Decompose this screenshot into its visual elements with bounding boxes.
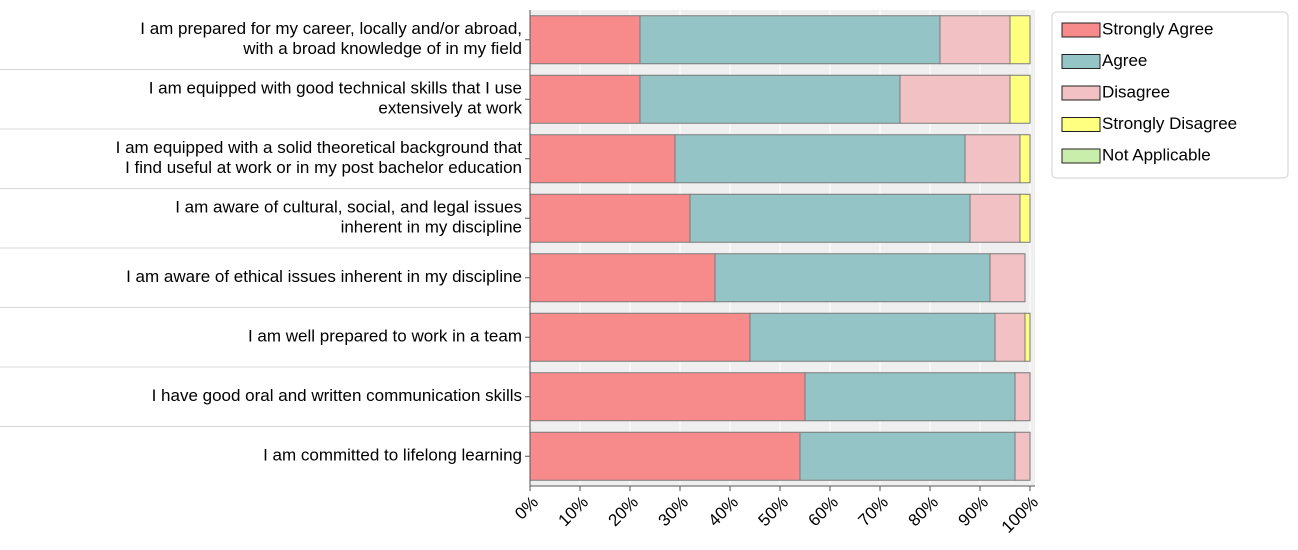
bar xyxy=(939,15,1011,65)
bar xyxy=(964,134,1021,184)
x-tick-label: 50% xyxy=(755,493,792,530)
bar xyxy=(1014,372,1031,422)
bar xyxy=(689,193,971,243)
y-tick-label: I have good oral and written communicati… xyxy=(152,386,522,405)
x-tick-label: 60% xyxy=(805,493,842,530)
bar xyxy=(1009,74,1031,124)
bar xyxy=(804,372,1016,422)
bar xyxy=(529,312,751,362)
bar xyxy=(639,74,901,124)
legend-swatch xyxy=(1061,54,1101,69)
y-tick-label: I am committed to lifelong learning xyxy=(263,446,522,465)
bar xyxy=(969,193,1021,243)
legend-label: Disagree xyxy=(1102,82,1170,101)
legend-label: Not Applicable xyxy=(1102,145,1211,164)
bar xyxy=(529,15,641,65)
x-tick-label: 0% xyxy=(511,493,542,524)
bar xyxy=(799,431,1016,481)
x-tick-label: 100% xyxy=(998,493,1042,537)
y-tick-label: I am equipped with good technical skills… xyxy=(149,79,523,118)
y-tick-label: I am aware of cultural, social, and lega… xyxy=(175,198,522,237)
bar xyxy=(714,253,991,303)
legend-label: Agree xyxy=(1102,51,1147,70)
legend-label: Strongly Disagree xyxy=(1102,114,1237,133)
bar xyxy=(899,74,1011,124)
y-tick-label: I am prepared for my career, locally and… xyxy=(140,19,522,58)
x-tick-label: 20% xyxy=(605,493,642,530)
bar xyxy=(529,134,676,184)
legend-box xyxy=(1051,11,1289,179)
y-tick-label: I am well prepared to work in a team xyxy=(248,327,522,346)
bar xyxy=(1009,15,1031,65)
legend-swatch xyxy=(1061,85,1101,101)
bar xyxy=(1019,193,1031,243)
x-tick-label: 30% xyxy=(655,493,692,530)
y-tick-label: I am equipped with a solid theoretical b… xyxy=(116,138,523,177)
bar xyxy=(529,74,641,124)
bar xyxy=(674,134,966,184)
legend-label: Strongly Agree xyxy=(1102,19,1214,38)
bar xyxy=(994,312,1026,362)
bar xyxy=(989,253,1026,303)
bar xyxy=(529,193,691,243)
bar xyxy=(1024,312,1031,362)
x-tick-label: 40% xyxy=(705,493,742,530)
x-tick-label: 90% xyxy=(955,493,992,530)
bar xyxy=(529,372,806,422)
bar xyxy=(529,253,716,303)
bar xyxy=(1014,431,1031,481)
bar xyxy=(639,15,941,65)
x-tick-label: 10% xyxy=(555,493,592,530)
bar xyxy=(1019,134,1031,184)
y-tick-label: I am aware of ethical issues inherent in… xyxy=(126,267,522,286)
legend-swatch xyxy=(1061,117,1101,132)
legend-swatch xyxy=(1061,22,1101,38)
x-tick-label: 70% xyxy=(855,493,892,530)
legend-swatch xyxy=(1061,148,1101,164)
bar xyxy=(529,431,801,481)
x-tick-label: 80% xyxy=(905,493,942,530)
bar xyxy=(749,312,996,362)
